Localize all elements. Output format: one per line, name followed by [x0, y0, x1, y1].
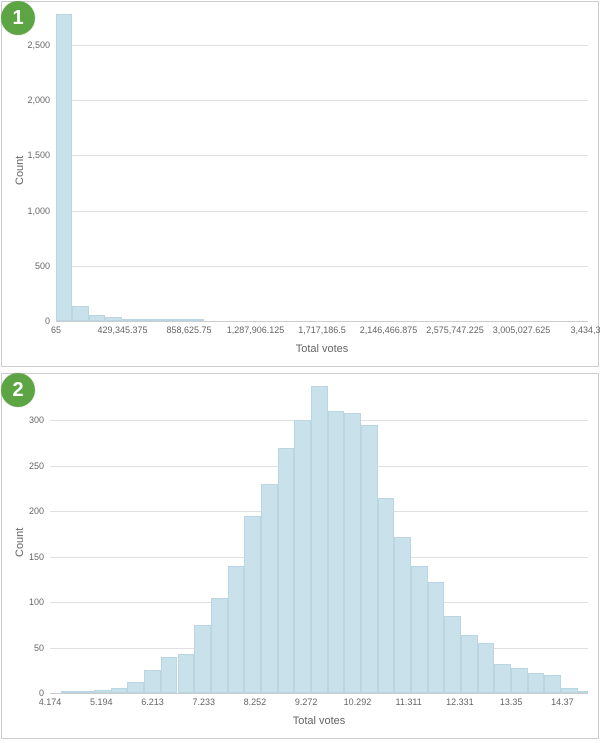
- xtick-label: 8.252: [244, 697, 267, 707]
- xtick-label: 11.311: [396, 697, 422, 707]
- histogram-bar: [211, 598, 228, 693]
- ytick-label: 100: [2, 597, 44, 607]
- histogram-bar: [361, 425, 378, 693]
- histogram-bar: [278, 448, 295, 693]
- xtick-label: 14.37: [551, 697, 574, 707]
- histogram-bar: [144, 670, 161, 693]
- histogram-bar: [72, 306, 88, 321]
- histogram-bar: [428, 582, 445, 693]
- xtick-label: 3,005,027.625: [493, 325, 551, 335]
- xtick-label: 6.213: [141, 697, 164, 707]
- plot-area: [50, 384, 588, 693]
- ytick-label: 500: [2, 261, 50, 271]
- plot-area: [56, 12, 588, 321]
- histogram-bar: [161, 657, 178, 693]
- xtick-label: 429,345.375: [97, 325, 147, 335]
- panel-badge-2: 2: [1, 373, 35, 407]
- xtick-label: 7.233: [192, 697, 215, 707]
- ytick-label: 300: [2, 415, 44, 425]
- xtick-label: 9.272: [295, 697, 318, 707]
- ytick-label: 1,500: [2, 150, 50, 160]
- xtick-label: 65: [51, 325, 61, 335]
- gridline: [56, 155, 588, 156]
- xtick-label: 5.194: [90, 697, 113, 707]
- histogram-2: 0501001502002503004.1745.1946.2137.2338.…: [2, 374, 598, 738]
- histogram-bar: [411, 566, 428, 693]
- histogram-bar: [444, 616, 461, 693]
- gridline: [56, 266, 588, 267]
- xtick-label: 10.292: [344, 697, 372, 707]
- histogram-bar: [344, 413, 361, 693]
- y-axis-label: Count: [14, 527, 26, 556]
- xtick-label: 13.35: [500, 697, 523, 707]
- xtick-label: 2,575,747.225: [426, 325, 484, 335]
- histogram-bar: [328, 411, 345, 693]
- xtick-label: 1,287,906.125: [227, 325, 285, 335]
- histogram-bar: [178, 654, 195, 693]
- histogram-bar: [127, 682, 144, 693]
- xtick-label: 4.174: [39, 697, 62, 707]
- histogram-bar: [494, 664, 511, 693]
- ytick-label: 0: [2, 688, 44, 698]
- histogram-bar: [394, 537, 411, 693]
- histogram-bar: [261, 484, 278, 693]
- xtick-label: 12.331: [446, 697, 474, 707]
- xtick-label: 858,625.75: [166, 325, 211, 335]
- histogram-bar: [511, 668, 528, 693]
- ytick-label: 0: [2, 316, 50, 326]
- histogram-bar: [244, 516, 261, 693]
- gridline: [56, 45, 588, 46]
- histogram-bar: [544, 675, 561, 693]
- ytick-label: 50: [2, 643, 44, 653]
- ytick-label: 200: [2, 506, 44, 516]
- x-axis-label: Total votes: [56, 343, 588, 355]
- histogram-bar: [294, 420, 311, 693]
- chart-panel-2: 2 0501001502002503004.1745.1946.2137.233…: [1, 373, 599, 739]
- histogram-bar: [478, 643, 495, 693]
- histogram-bar: [56, 14, 72, 321]
- x-axis-line: [56, 321, 588, 322]
- x-axis-label: Total votes: [50, 715, 588, 727]
- chart-panel-1: 1 0 500 1,000 1,500 2,000 2,500 65 429,345.375 8…: [1, 1, 599, 367]
- ytick-label: 2,500: [2, 40, 50, 50]
- histogram-bar: [528, 673, 545, 693]
- histogram-1: 0 500 1,000 1,500 2,000 2,500 65 429,345.375 858…: [2, 2, 598, 366]
- xtick-label: 2,146,466.875: [360, 325, 418, 335]
- gridline: [56, 100, 588, 101]
- xtick-label: 3,434,30: [570, 325, 600, 335]
- ytick-label: 250: [2, 461, 44, 471]
- histogram-bar: [378, 498, 395, 693]
- histogram-bar: [194, 625, 211, 693]
- x-axis-line: [50, 693, 588, 694]
- gridline: [56, 211, 588, 212]
- y-axis-label: Count: [14, 155, 26, 184]
- ytick-label: 1,000: [2, 206, 50, 216]
- histogram-bar: [311, 386, 328, 693]
- ytick-label: 2,000: [2, 95, 50, 105]
- histogram-bar: [228, 566, 245, 693]
- xtick-label: 1,717,186.5: [298, 325, 346, 335]
- histogram-bar: [461, 635, 478, 693]
- panel-badge-1: 1: [1, 1, 35, 35]
